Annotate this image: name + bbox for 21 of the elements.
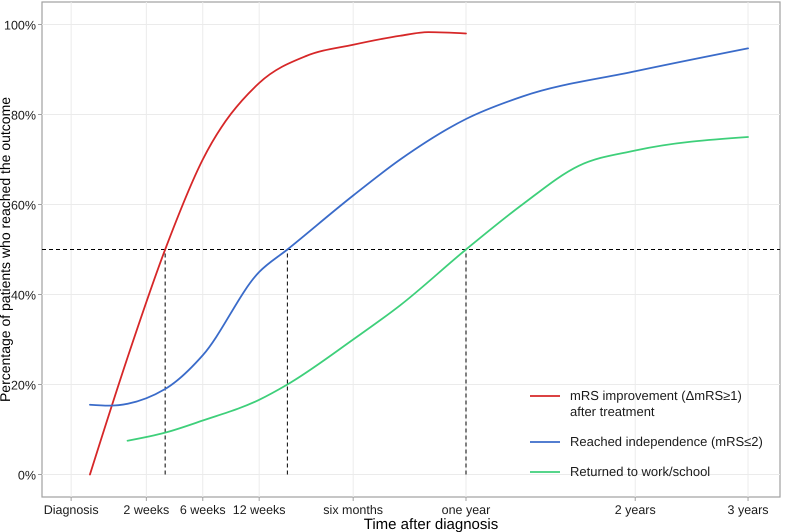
legend-label: Returned to work/school — [570, 464, 710, 479]
y-tick-label: 20% — [10, 378, 36, 392]
y-tick-label: 40% — [10, 288, 36, 302]
x-tick-label: 2 weeks — [123, 503, 170, 517]
x-tick-label: 3 years — [728, 503, 769, 517]
x-tick-label: six months — [323, 503, 384, 517]
line-series — [89, 31, 467, 476]
legend-label: mRS improvement (ΔmRS≥1) after treatment — [570, 388, 742, 419]
y-tick-label: 0% — [18, 468, 36, 482]
x-tick-label: one year — [442, 503, 490, 517]
y-axis-title: Percentage of patients who reached the outcome — [0, 96, 13, 402]
x-axis-title: Time after diagnosis — [364, 516, 498, 532]
x-tick-label: 2 years — [614, 503, 656, 517]
y-tick-label: 100% — [4, 18, 36, 32]
y-tick-label: 80% — [10, 108, 36, 122]
line-series — [89, 47, 749, 407]
legend-label: Reached independence (mRS≤2) — [570, 434, 763, 449]
y-tick-label: 60% — [10, 198, 36, 212]
x-tick-label: Diagnosis — [44, 503, 99, 517]
x-tick-label: 12 weeks — [232, 503, 286, 517]
x-tick-label: 6 weeks — [180, 503, 226, 517]
